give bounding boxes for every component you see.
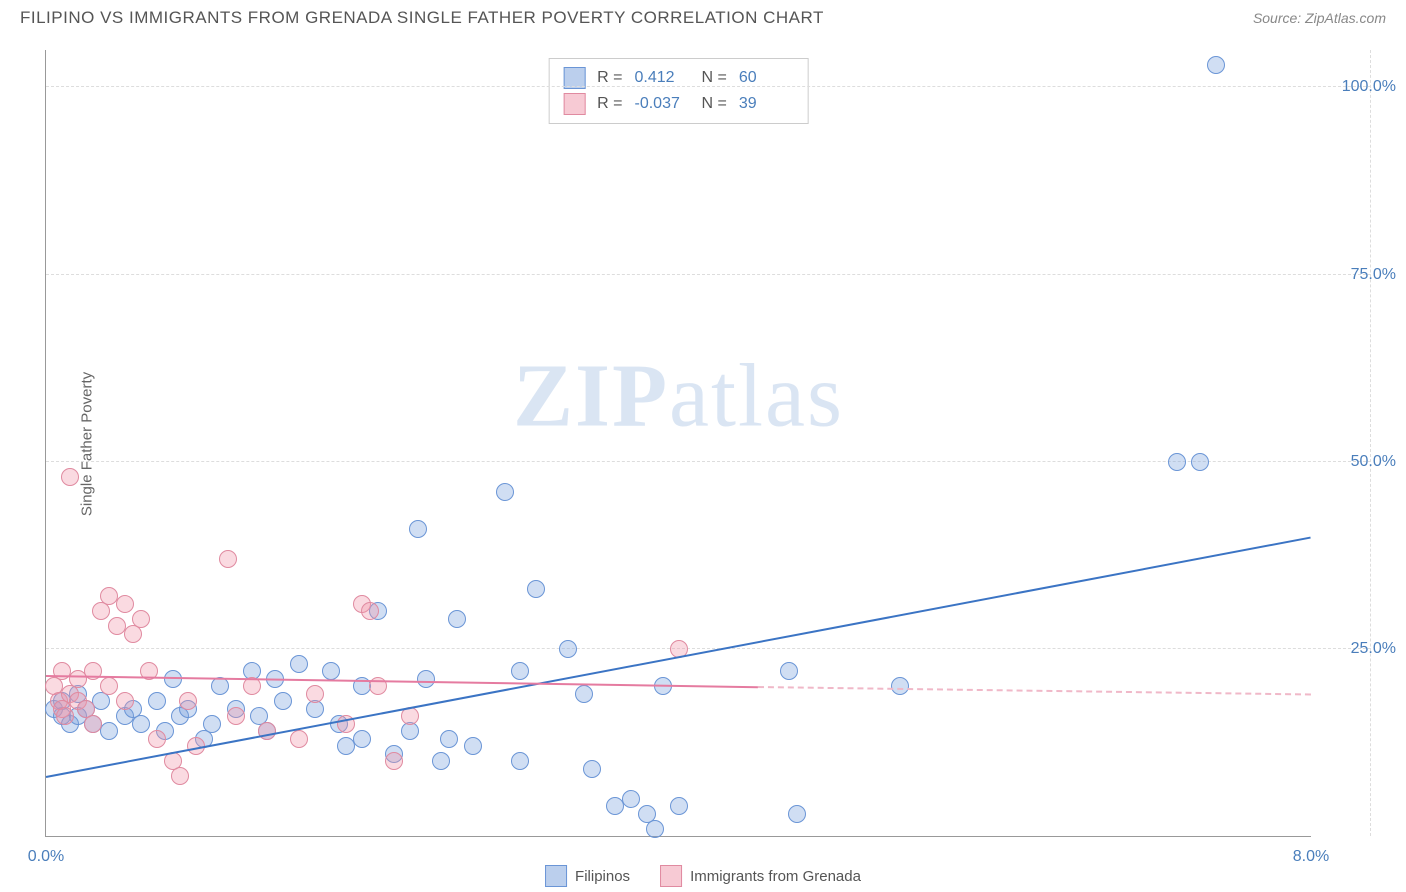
scatter-point [290, 730, 308, 748]
n-label: N = [702, 69, 727, 87]
chart-title: FILIPINO VS IMMIGRANTS FROM GRENADA SING… [20, 8, 824, 28]
stats-legend-box: R = 0.412 N = 60 R = -0.037 N = 39 [548, 58, 809, 124]
swatch-pink-icon [660, 865, 682, 887]
scatter-point [511, 662, 529, 680]
scatter-point [211, 677, 229, 695]
legend-label-grenada: Immigrants from Grenada [690, 868, 861, 885]
scatter-point [464, 737, 482, 755]
scatter-point [148, 730, 166, 748]
scatter-point [780, 662, 798, 680]
scatter-point [788, 805, 806, 823]
scatter-point [575, 685, 593, 703]
scatter-point [290, 655, 308, 673]
scatter-point [227, 707, 245, 725]
scatter-point [891, 677, 909, 695]
r-value-filipinos: 0.412 [635, 69, 690, 87]
trend-line [46, 675, 758, 688]
watermark: ZIPatlas [513, 344, 844, 447]
y-tick-label: 50.0% [1316, 453, 1396, 471]
watermark-zip: ZIP [513, 346, 669, 445]
scatter-point [56, 707, 74, 725]
r-label: R = [597, 69, 622, 87]
x-tick-label: 8.0% [1293, 848, 1329, 866]
scatter-point [171, 767, 189, 785]
scatter-point [361, 602, 379, 620]
trend-line [46, 537, 1311, 779]
chart-header: FILIPINO VS IMMIGRANTS FROM GRENADA SING… [0, 0, 1406, 32]
n-label: N = [702, 95, 727, 113]
legend-item-grenada: Immigrants from Grenada [660, 865, 861, 887]
scatter-point [132, 610, 150, 628]
r-value-grenada: -0.037 [635, 95, 690, 113]
plot-area: ZIPatlas R = 0.412 N = 60 R = -0.037 N =… [45, 50, 1311, 837]
stats-row-grenada: R = -0.037 N = 39 [563, 91, 794, 117]
scatter-point [432, 752, 450, 770]
scatter-point [258, 722, 276, 740]
scatter-point [84, 715, 102, 733]
scatter-point [440, 730, 458, 748]
grid-line [46, 274, 1371, 275]
scatter-point [306, 685, 324, 703]
scatter-point [116, 692, 134, 710]
y-tick-label: 75.0% [1316, 266, 1396, 284]
scatter-point [203, 715, 221, 733]
scatter-point [511, 752, 529, 770]
scatter-point [417, 670, 435, 688]
scatter-point [583, 760, 601, 778]
y-tick-label: 100.0% [1316, 78, 1396, 96]
scatter-point [496, 483, 514, 501]
scatter-point [385, 752, 403, 770]
chart-area: Single Father Poverty ZIPatlas R = 0.412… [45, 50, 1311, 837]
scatter-point [61, 468, 79, 486]
scatter-point [100, 677, 118, 695]
source-attribution: Source: ZipAtlas.com [1253, 10, 1386, 26]
watermark-atlas: atlas [669, 346, 844, 445]
swatch-pink-icon [563, 93, 585, 115]
scatter-point [559, 640, 577, 658]
scatter-point [670, 797, 688, 815]
n-value-grenada: 39 [739, 95, 794, 113]
scatter-point [148, 692, 166, 710]
x-tick-label: 0.0% [28, 848, 64, 866]
plot-right-border [1370, 50, 1371, 836]
scatter-point [132, 715, 150, 733]
scatter-point [527, 580, 545, 598]
scatter-point [448, 610, 466, 628]
scatter-point [622, 790, 640, 808]
scatter-point [179, 692, 197, 710]
grid-line [46, 86, 1371, 87]
swatch-blue-icon [545, 865, 567, 887]
scatter-point [219, 550, 237, 568]
legend-label-filipinos: Filipinos [575, 868, 630, 885]
scatter-point [1191, 453, 1209, 471]
scatter-point [100, 722, 118, 740]
scatter-point [646, 820, 664, 838]
scatter-point [274, 692, 292, 710]
y-tick-label: 25.0% [1316, 640, 1396, 658]
n-value-filipinos: 60 [739, 69, 794, 87]
legend-item-filipinos: Filipinos [545, 865, 630, 887]
r-label: R = [597, 95, 622, 113]
trend-line [758, 686, 1311, 695]
scatter-point [409, 520, 427, 538]
scatter-point [322, 662, 340, 680]
scatter-point [1207, 56, 1225, 74]
grid-line [46, 648, 1371, 649]
bottom-legend: Filipinos Immigrants from Grenada [545, 865, 861, 887]
scatter-point [1168, 453, 1186, 471]
scatter-point [116, 595, 134, 613]
scatter-point [353, 730, 371, 748]
